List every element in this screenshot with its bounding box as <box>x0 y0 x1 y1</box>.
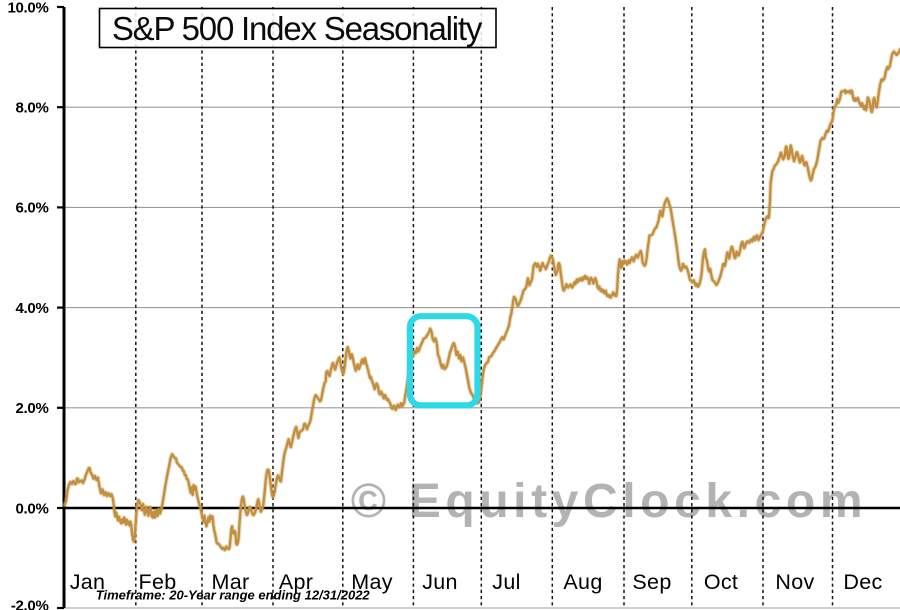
svg-text:Jul: Jul <box>492 570 520 594</box>
svg-text:Nov: Nov <box>775 570 814 594</box>
svg-text:Jan: Jan <box>70 570 106 594</box>
svg-text:Feb: Feb <box>139 570 177 594</box>
svg-text:Jun: Jun <box>422 570 458 594</box>
svg-text:Mar: Mar <box>212 570 250 594</box>
svg-text:Oct: Oct <box>704 570 738 594</box>
svg-text:4.0%: 4.0% <box>16 300 49 317</box>
svg-text:6.0%: 6.0% <box>16 200 49 217</box>
svg-text:Timeframe: 20-Year range endin: Timeframe: 20-Year range ending 12/31/20… <box>96 588 371 603</box>
svg-text:© EquityClock.com: © EquityClock.com <box>351 475 867 528</box>
svg-text:8.0%: 8.0% <box>16 100 49 117</box>
svg-text:0.0%: 0.0% <box>16 500 49 517</box>
svg-text:2.0%: 2.0% <box>16 400 49 417</box>
svg-text:-2.0%: -2.0% <box>11 598 49 610</box>
svg-text:May: May <box>351 570 393 594</box>
svg-text:S&P 500 Index Seasonality: S&P 500 Index Seasonality <box>112 10 483 47</box>
svg-text:Apr: Apr <box>279 570 313 594</box>
svg-text:10.0%: 10.0% <box>7 0 48 16</box>
svg-text:Aug: Aug <box>563 570 602 594</box>
svg-text:Sep: Sep <box>632 570 671 594</box>
svg-text:Dec: Dec <box>843 570 882 594</box>
